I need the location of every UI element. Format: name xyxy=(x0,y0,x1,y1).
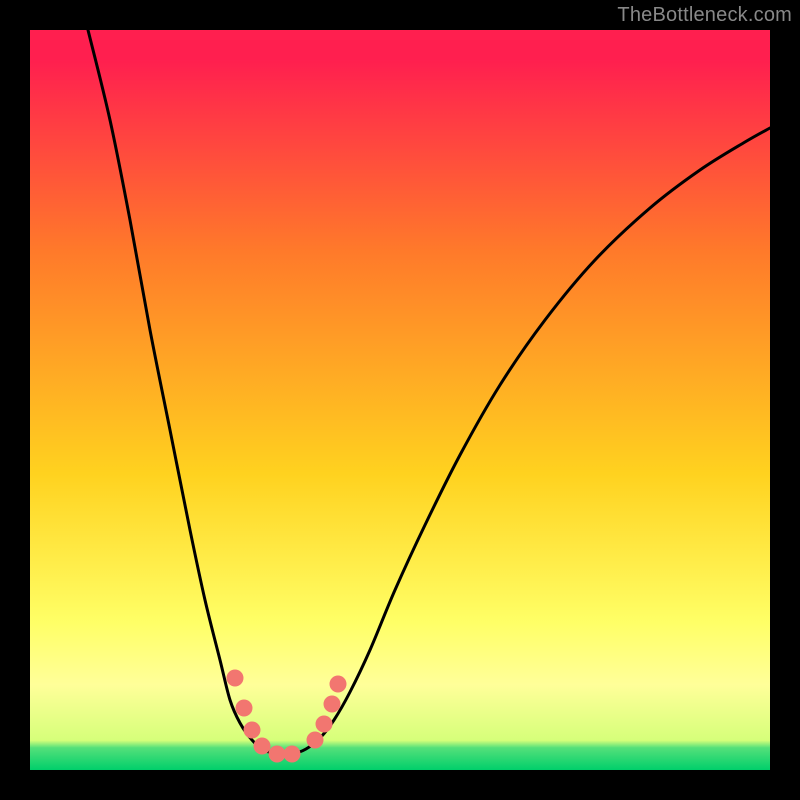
chart-plot-area xyxy=(30,30,770,770)
watermark-text: TheBottleneck.com xyxy=(617,4,792,27)
curve-marker xyxy=(330,676,347,693)
chart-svg xyxy=(30,30,770,770)
curve-marker xyxy=(254,738,271,755)
curve-marker xyxy=(227,670,244,687)
bottleneck-curve xyxy=(88,30,770,755)
curve-marker xyxy=(316,716,333,733)
curve-marker xyxy=(244,722,261,739)
curve-markers xyxy=(227,670,347,763)
curve-marker xyxy=(324,696,341,713)
curve-marker xyxy=(269,746,286,763)
curve-marker xyxy=(236,700,253,717)
curve-marker xyxy=(307,732,324,749)
curve-marker xyxy=(284,746,301,763)
